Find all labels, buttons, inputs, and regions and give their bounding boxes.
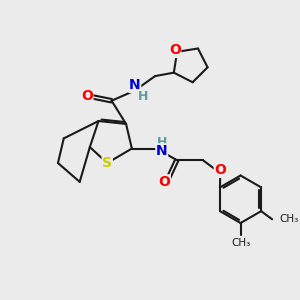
- Text: S: S: [102, 156, 112, 170]
- Text: O: O: [81, 89, 93, 103]
- Text: O: O: [169, 44, 181, 57]
- Text: CH₃: CH₃: [231, 238, 250, 248]
- Text: O: O: [158, 175, 170, 189]
- Text: O: O: [214, 163, 226, 177]
- Text: N: N: [129, 78, 141, 92]
- Text: CH₃: CH₃: [279, 214, 298, 224]
- Text: N: N: [156, 144, 167, 158]
- Text: H: H: [157, 136, 167, 149]
- Text: H: H: [138, 91, 148, 103]
